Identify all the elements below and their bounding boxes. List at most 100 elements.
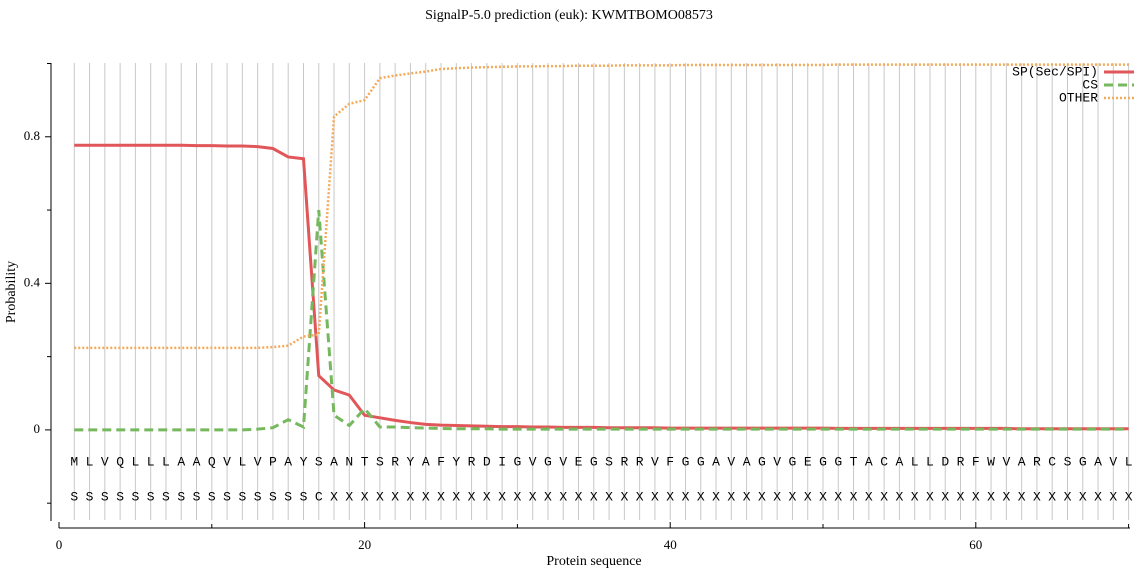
- legend-label: SP(Sec/SPI): [1012, 64, 1098, 79]
- x-tick-label: 20: [358, 537, 371, 552]
- sequence-letter: S: [376, 454, 384, 469]
- annotation-letter: X: [743, 489, 751, 504]
- sequence-letter: G: [834, 454, 842, 469]
- annotation-letter: X: [376, 489, 384, 504]
- annotation-letter: X: [682, 489, 690, 504]
- annotation-letter: X: [345, 489, 353, 504]
- annotation-letter: X: [1033, 489, 1041, 504]
- legend-label: CS: [1082, 77, 1098, 92]
- annotation-letter: S: [162, 489, 170, 504]
- sequence-letter: D: [483, 454, 491, 469]
- annotation-letter: X: [590, 489, 598, 504]
- annotation-letter: X: [330, 489, 338, 504]
- sequence-letter: A: [865, 454, 873, 469]
- annotation-letter: X: [758, 489, 766, 504]
- annotation-letter: X: [789, 489, 797, 504]
- annotation-letter: X: [483, 489, 491, 504]
- annotation-letter: X: [926, 489, 934, 504]
- annotation-letter: X: [1109, 489, 1117, 504]
- sequence-letter: A: [284, 454, 292, 469]
- annotation-letter: X: [727, 489, 735, 504]
- annotation-letter: X: [391, 489, 399, 504]
- sequence-letter: R: [1033, 454, 1041, 469]
- sequence-letter: S: [1064, 454, 1072, 469]
- sequence-letter: C: [880, 454, 888, 469]
- annotation-letter: X: [361, 489, 369, 504]
- sequence-letter: V: [101, 454, 109, 469]
- x-axis-label: Protein sequence: [546, 554, 641, 569]
- sequence-letter: R: [468, 454, 476, 469]
- annotation-letter: X: [987, 489, 995, 504]
- sequence-letter: A: [193, 454, 201, 469]
- sequence-letter: A: [1018, 454, 1026, 469]
- sequence-letter: G: [1079, 454, 1087, 469]
- annotation-letter: X: [697, 489, 705, 504]
- sequence-letter: L: [147, 454, 155, 469]
- sequence-letter: D: [941, 454, 949, 469]
- sequence-letter: R: [636, 454, 644, 469]
- annotation-letter: X: [498, 489, 506, 504]
- sequence-letter: V: [727, 454, 735, 469]
- sequence-letter: V: [1109, 454, 1117, 469]
- sequence-letter: V: [529, 454, 537, 469]
- sequence-letter: G: [819, 454, 827, 469]
- sequence-letter: P: [269, 454, 277, 469]
- annotation-letter: X: [437, 489, 445, 504]
- sequence-letter: Y: [452, 454, 460, 469]
- sequence-letter: A: [330, 454, 338, 469]
- annotation-letter: X: [636, 489, 644, 504]
- y-tick-label: 0.8: [24, 128, 40, 143]
- sequence-letter: L: [131, 454, 139, 469]
- sequence-letter: Q: [208, 454, 216, 469]
- sequence-letter: A: [177, 454, 185, 469]
- sequence-letter: L: [162, 454, 170, 469]
- annotation-letter: X: [513, 489, 521, 504]
- annotation-letter: X: [957, 489, 965, 504]
- sequence-letter: E: [575, 454, 583, 469]
- sequence-letter: L: [911, 454, 919, 469]
- sequence-letter: V: [651, 454, 659, 469]
- y-tick-label: 0.4: [24, 274, 41, 289]
- annotation-letter: X: [407, 489, 415, 504]
- x-tick-label: 60: [969, 537, 982, 552]
- sequence-letter: G: [513, 454, 521, 469]
- annotation-letter: X: [895, 489, 903, 504]
- annotation-letter: S: [131, 489, 139, 504]
- sequence-letter: F: [437, 454, 445, 469]
- sequence-letter: S: [605, 454, 613, 469]
- x-tick-label: 0: [56, 537, 63, 552]
- annotation-letter: C: [315, 489, 323, 504]
- sequence-letter: M: [70, 454, 78, 469]
- sequence-letter: F: [666, 454, 674, 469]
- annotation-letter: X: [1064, 489, 1072, 504]
- annotation-letter: X: [1125, 489, 1133, 504]
- series-line: [74, 63, 1129, 350]
- sequence-letter: G: [544, 454, 552, 469]
- sequence-letter: A: [743, 454, 751, 469]
- annotation-letter: X: [651, 489, 659, 504]
- annotation-letter: X: [575, 489, 583, 504]
- annotation-letter: S: [101, 489, 109, 504]
- sequence-letter: L: [926, 454, 934, 469]
- annotation-letter: X: [452, 489, 460, 504]
- annotation-letter: S: [269, 489, 277, 504]
- annotation-letter: S: [70, 489, 78, 504]
- sequence-letter: G: [697, 454, 705, 469]
- annotation-letter: S: [116, 489, 124, 504]
- sequence-letter: V: [1002, 454, 1010, 469]
- sequence-letter: G: [590, 454, 598, 469]
- sequence-letter: V: [559, 454, 567, 469]
- sequence-letter: G: [789, 454, 797, 469]
- annotation-letter: X: [880, 489, 888, 504]
- annotation-letter: X: [620, 489, 628, 504]
- sequence-letter: E: [804, 454, 812, 469]
- annotation-letter: X: [972, 489, 980, 504]
- annotation-letter: S: [254, 489, 262, 504]
- sequence-letter: R: [957, 454, 965, 469]
- series-line: [74, 143, 1129, 431]
- annotation-letter: X: [773, 489, 781, 504]
- annotation-letter: S: [284, 489, 292, 504]
- sequence-letter: Y: [407, 454, 415, 469]
- annotation-letter: X: [605, 489, 613, 504]
- annotation-letter: X: [804, 489, 812, 504]
